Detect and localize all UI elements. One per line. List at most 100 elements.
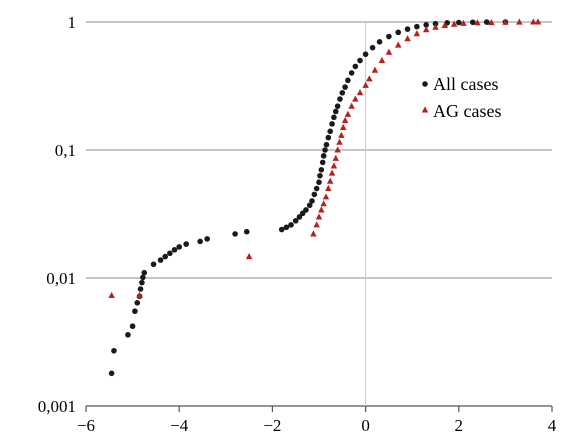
data-point-ag-cases xyxy=(322,193,330,200)
legend-marker-ag-cases xyxy=(421,106,429,113)
data-point-ag-cases xyxy=(371,66,379,73)
data-point-all-cases xyxy=(345,77,351,84)
series-ag-cases xyxy=(108,18,542,299)
data-point-all-cases xyxy=(329,121,335,127)
data-point-all-cases xyxy=(125,331,131,338)
data-point-ag-cases xyxy=(334,146,341,153)
data-point-all-cases xyxy=(162,253,169,260)
data-point-ag-cases xyxy=(108,291,115,299)
data-point-all-cases xyxy=(303,207,309,213)
data-point-ag-cases xyxy=(450,20,458,27)
data-point-all-cases xyxy=(423,22,429,28)
data-point-all-cases xyxy=(369,44,376,51)
data-point-all-cases xyxy=(137,286,144,292)
data-point-ag-cases xyxy=(339,123,347,130)
data-point-all-cases xyxy=(483,19,490,25)
legend-label-ag-cases: AG cases xyxy=(433,101,501,121)
data-point-ag-cases xyxy=(313,221,320,228)
data-point-all-cases xyxy=(183,241,189,247)
x-tick-label: 4 xyxy=(548,416,557,435)
data-point-all-cases xyxy=(316,179,322,186)
data-point-all-cases xyxy=(111,347,117,354)
data-point-all-cases xyxy=(331,114,337,121)
data-point-all-cases xyxy=(139,279,145,286)
data-point-ag-cases xyxy=(245,252,253,260)
data-point-ag-cases xyxy=(378,56,386,64)
data-point-all-cases xyxy=(129,323,136,330)
data-point-all-cases xyxy=(288,222,294,228)
y-tick-label: 0,001 xyxy=(38,397,76,416)
data-point-all-cases xyxy=(317,172,323,179)
data-point-ag-cases xyxy=(336,138,343,145)
data-point-all-cases xyxy=(362,51,369,58)
data-point-ag-cases xyxy=(502,18,509,25)
data-point-all-cases xyxy=(327,128,333,135)
data-point-ag-cases xyxy=(136,291,143,299)
data-point-all-cases xyxy=(309,198,315,204)
data-point-ag-cases xyxy=(352,95,359,102)
data-point-ag-cases xyxy=(530,18,537,25)
y-axis-labels: 1 0,1 0,01 0,001 xyxy=(38,13,76,416)
data-point-all-cases xyxy=(325,134,332,141)
data-point-all-cases xyxy=(342,84,348,90)
data-point-all-cases xyxy=(243,228,250,235)
data-point-all-cases xyxy=(334,103,341,109)
data-point-all-cases xyxy=(323,141,330,148)
data-point-ag-cases xyxy=(338,131,345,138)
data-point-all-cases xyxy=(337,96,343,102)
data-point-all-cases xyxy=(404,26,411,32)
x-tick-label: 2 xyxy=(455,416,464,435)
data-point-ag-cases xyxy=(315,213,323,220)
data-point-all-cases xyxy=(283,224,290,231)
data-point-all-cases xyxy=(456,19,462,26)
data-point-all-cases xyxy=(171,247,178,253)
data-point-all-cases xyxy=(157,257,164,263)
data-point-all-cases xyxy=(386,33,392,40)
data-point-ag-cases xyxy=(534,18,542,25)
data-point-ag-cases xyxy=(460,19,467,26)
legend-marker-all-cases xyxy=(422,81,428,87)
x-tick-label: −6 xyxy=(77,416,95,435)
data-point-all-cases xyxy=(313,185,320,192)
x-tick-label: 0 xyxy=(361,416,370,435)
data-point-all-cases xyxy=(132,308,138,315)
legend-label-all-cases: All cases xyxy=(433,74,498,94)
data-point-all-cases xyxy=(197,238,203,245)
data-point-all-cases xyxy=(322,147,328,153)
data-point-ag-cases xyxy=(328,169,336,176)
x-tick-label: −2 xyxy=(263,416,281,435)
data-point-all-cases xyxy=(108,370,115,377)
data-point-all-cases xyxy=(319,159,326,166)
data-point-all-cases xyxy=(339,89,346,96)
data-point-ag-cases xyxy=(356,89,364,96)
data-point-all-cases xyxy=(320,153,327,159)
data-point-ag-cases xyxy=(348,102,355,109)
data-point-ag-cases xyxy=(432,23,439,30)
data-point-all-cases xyxy=(296,214,303,220)
data-point-all-cases xyxy=(357,57,363,64)
data-point-all-cases xyxy=(414,23,420,30)
data-point-all-cases xyxy=(395,29,402,36)
data-point-all-cases xyxy=(232,231,238,237)
data-point-all-cases xyxy=(311,191,318,198)
data-point-all-cases xyxy=(376,39,383,45)
data-point-all-cases xyxy=(306,202,313,209)
data-point-all-cases xyxy=(204,236,210,242)
data-point-all-cases xyxy=(141,269,148,276)
data-point-ag-cases xyxy=(330,162,338,169)
legend: All cases AG cases xyxy=(421,74,501,121)
data-point-all-cases xyxy=(318,167,325,173)
data-point-ag-cases xyxy=(441,21,449,28)
data-point-ag-cases xyxy=(341,116,349,124)
data-point-all-cases xyxy=(140,274,146,281)
data-point-ag-cases xyxy=(474,19,481,26)
x-tick-label: −4 xyxy=(170,416,189,435)
data-point-all-cases xyxy=(278,226,285,233)
data-point-ag-cases xyxy=(310,230,317,237)
data-point-ag-cases xyxy=(362,81,369,88)
data-point-all-cases xyxy=(332,108,339,115)
data-point-ag-cases xyxy=(318,206,325,213)
y-tick-label: 1 xyxy=(68,13,77,32)
data-point-ag-cases xyxy=(320,200,327,207)
